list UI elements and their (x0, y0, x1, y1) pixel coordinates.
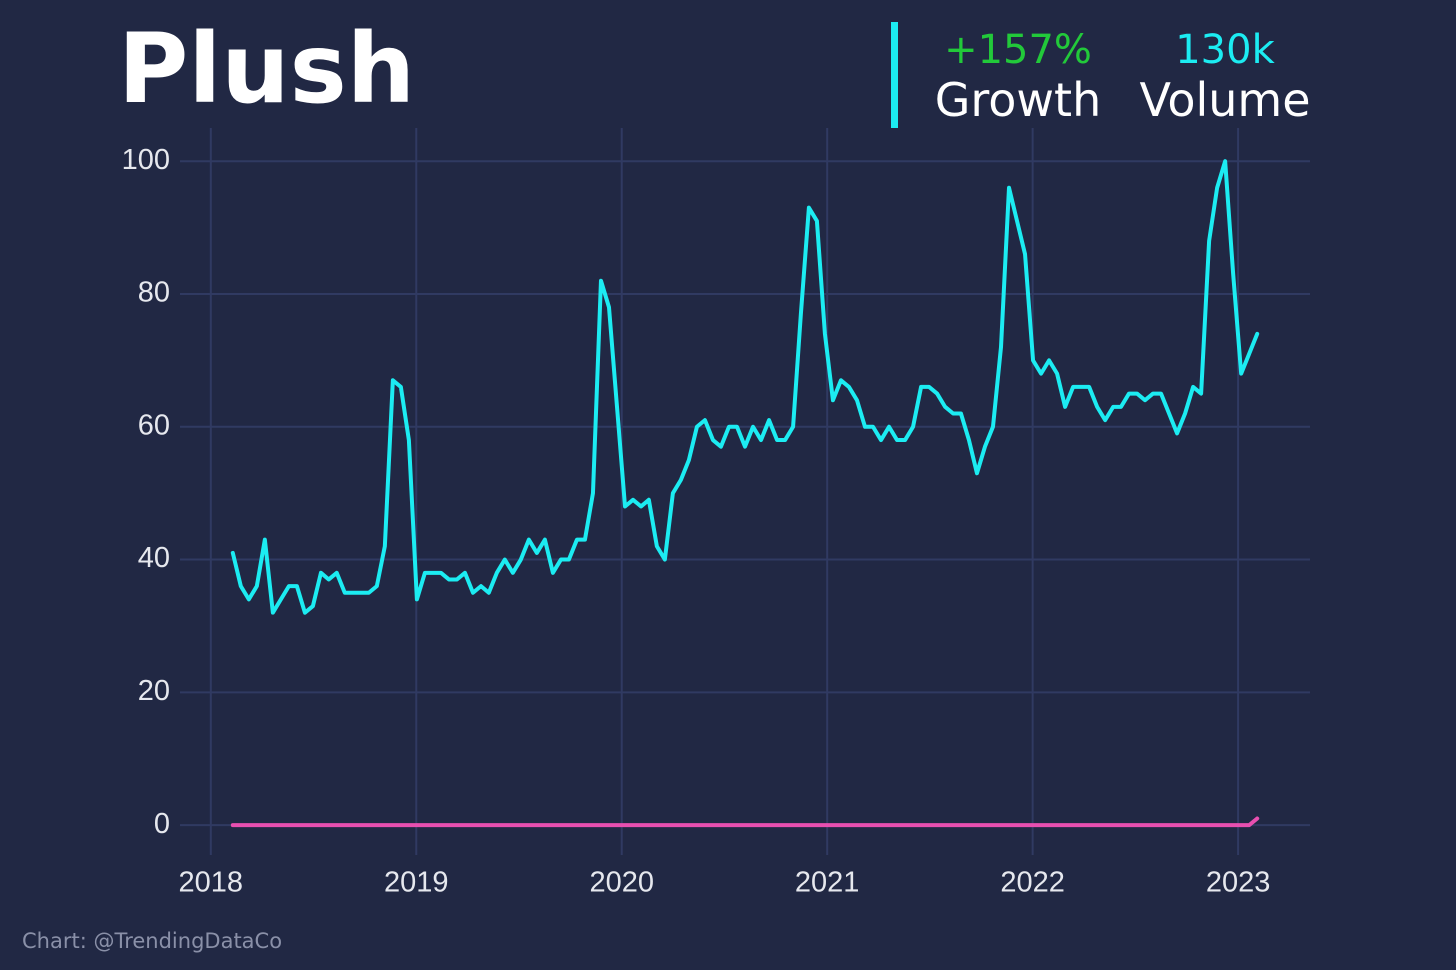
y-tick-label: 40 (138, 542, 170, 574)
volume-value: 130k (1175, 27, 1275, 73)
x-tick-label: 2020 (589, 867, 654, 899)
plot-area: 0 20 40 60 80 100 2018 2019 2020 2021 2022 2023 (122, 128, 1310, 899)
growth-label: Growth (935, 73, 1102, 127)
y-tick-label: 100 (122, 144, 170, 176)
header-divider (891, 22, 898, 128)
line-series (230, 159, 1260, 615)
y-tick-label: 60 (138, 409, 170, 441)
x-tick-label: 2019 (384, 867, 449, 899)
x-tick-label: 2023 (1206, 867, 1271, 899)
x-tick-label: 2021 (795, 867, 860, 899)
y-tick-label: 80 (138, 277, 170, 309)
y-tick-label: 20 (138, 675, 170, 707)
footer-credit: Chart: @TrendingDataCo (22, 929, 282, 953)
line-series (230, 816, 1260, 828)
x-tick-label: 2022 (1000, 867, 1065, 899)
chart-title: Plush (118, 13, 415, 125)
y-tick-label: 0 (154, 808, 170, 840)
volume-label: Volume (1139, 73, 1310, 127)
growth-value: +157% (944, 27, 1092, 73)
x-tick-label: 2018 (179, 867, 244, 899)
